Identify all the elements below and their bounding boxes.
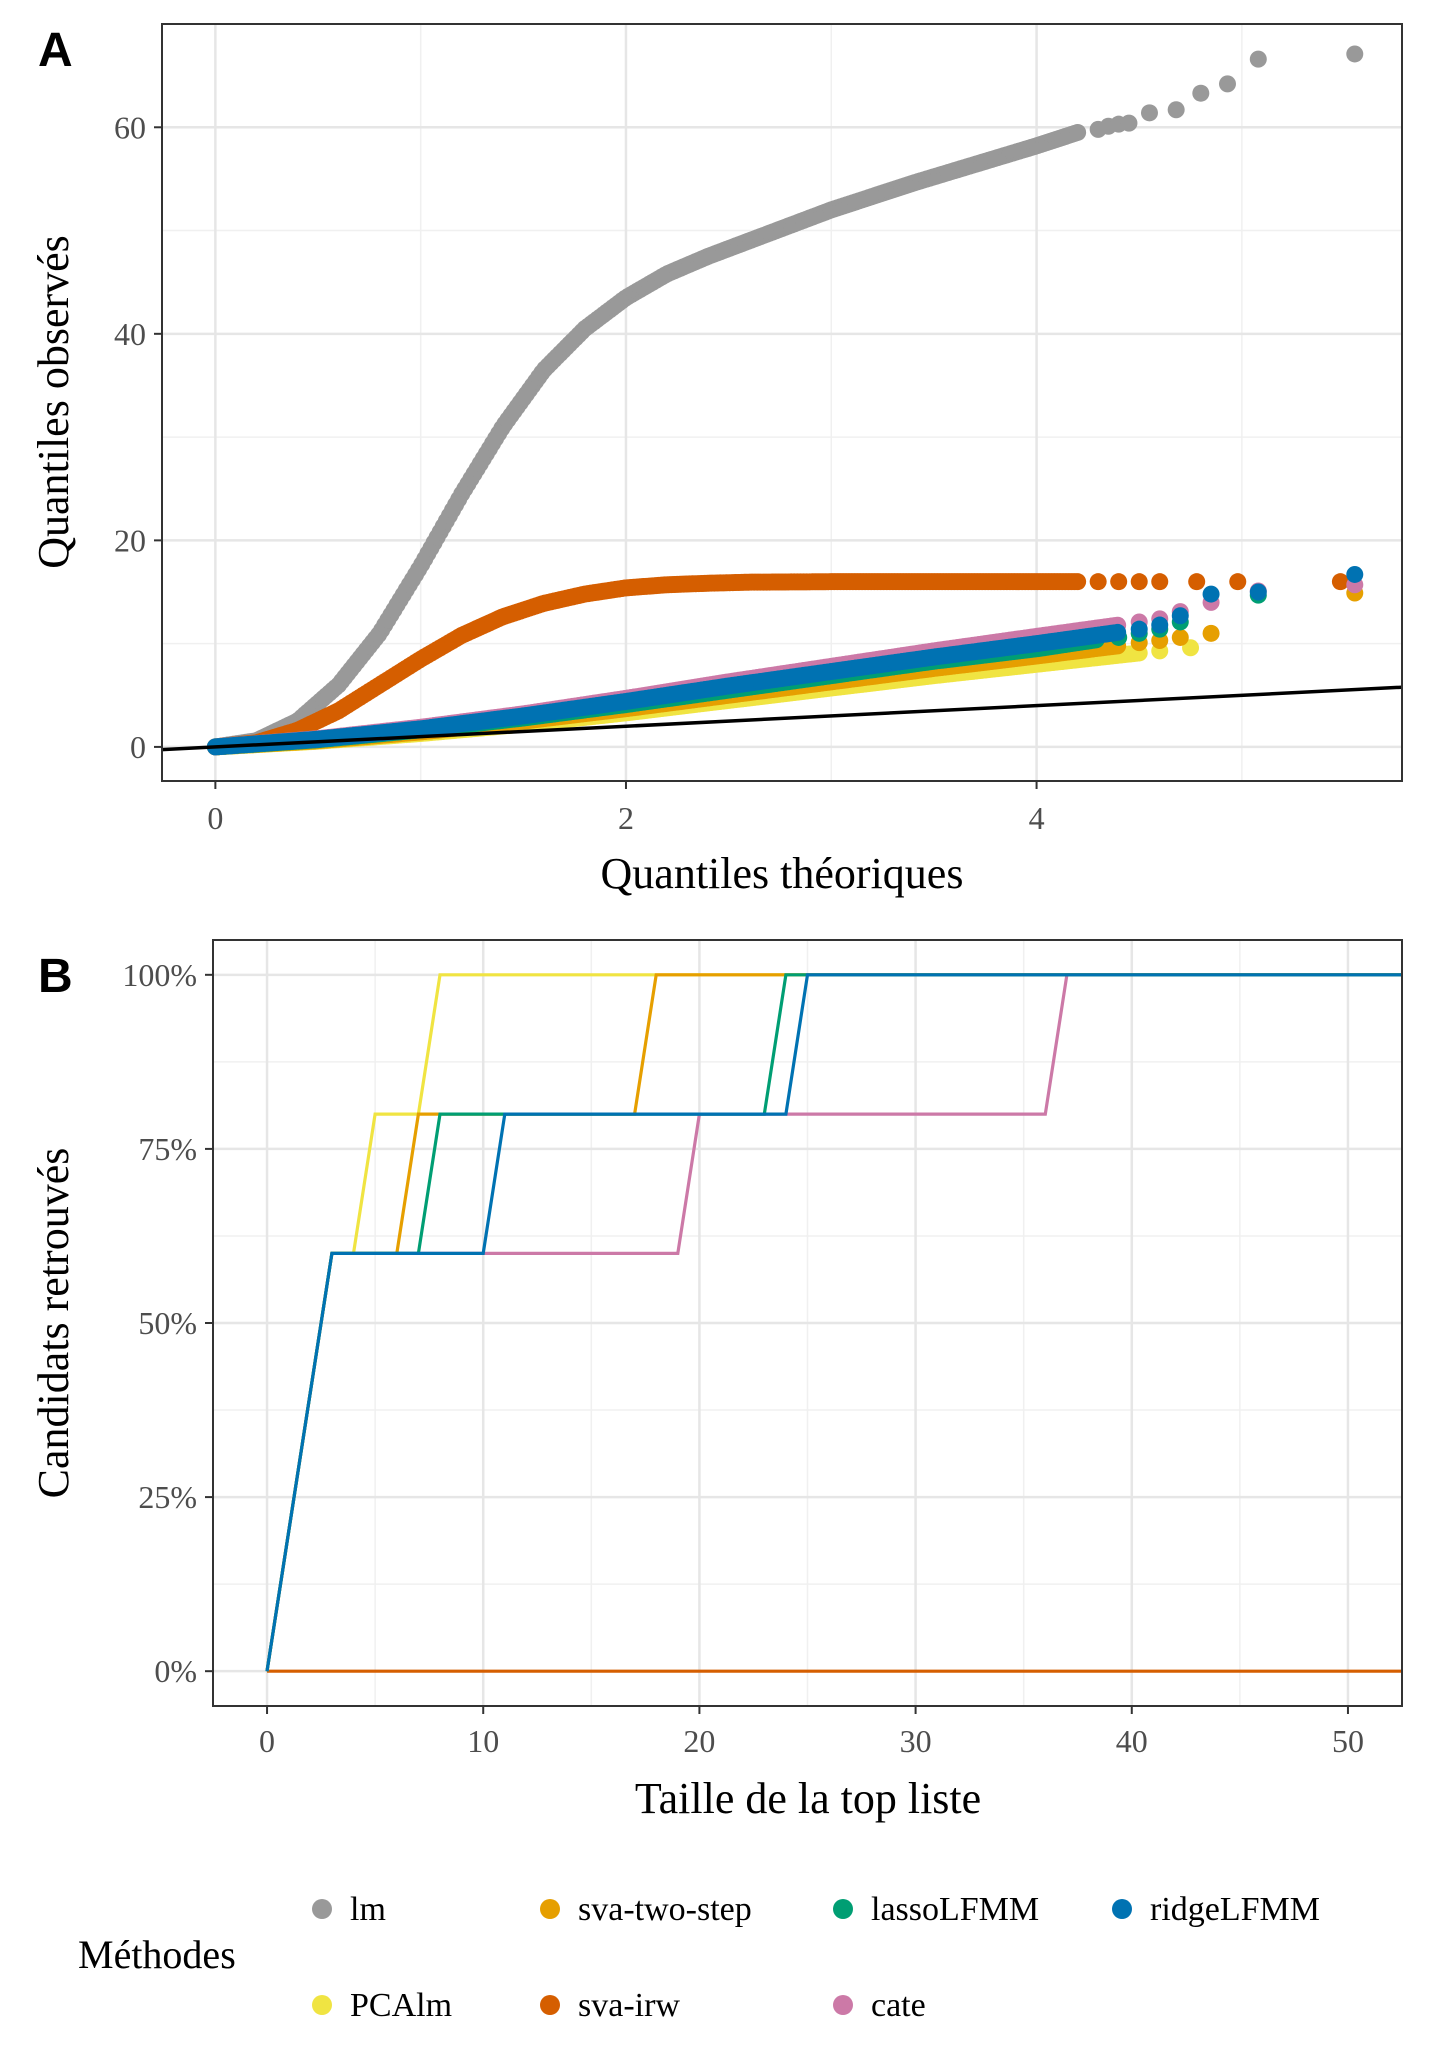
panel-a-y-tick-label: 20	[114, 522, 146, 558]
panel-b-grid	[213, 940, 1402, 1706]
legend-key-sva-two-step	[540, 1899, 560, 1919]
legend: Méthodes lm PCAlm sva-two-step sva-irw lasso…	[78, 1891, 1320, 2024]
data-point-ridgeLFMM	[1202, 585, 1220, 603]
panel-b-tag: B	[38, 950, 73, 1003]
legend-key-ridgeLFMM	[1112, 1899, 1132, 1919]
panel-a-border	[161, 23, 1403, 782]
data-point-sva-irw	[1069, 573, 1087, 591]
data-point-ridgeLFMM	[1171, 607, 1189, 625]
panel-a-y-tick-label: 60	[114, 109, 146, 145]
data-point-sva-irw	[1188, 573, 1206, 591]
panel-a-plot	[162, 45, 1402, 756]
data-point-sva-two-step	[1202, 624, 1220, 642]
data-point-ridgeLFMM	[1346, 565, 1364, 583]
legend-key-cate	[833, 1995, 853, 2015]
legend-items: lm PCAlm sva-two-step sva-irw lassoLFMM cate r…	[312, 1891, 1320, 2024]
legend-key-lm	[312, 1899, 332, 1919]
panel-b-x-tick-label: 0	[259, 1723, 275, 1759]
legend-label-PCAlm: PCAlm	[350, 1987, 452, 2024]
legend-label-lassoLFMM: lassoLFMM	[871, 1891, 1039, 1928]
data-point-lm	[1249, 50, 1267, 68]
legend-label-lm: lm	[350, 1891, 386, 1928]
data-point-ridgeLFMM	[1109, 623, 1127, 641]
data-point-lm	[1192, 84, 1210, 102]
panel-b-y-tick-label: 75%	[138, 1131, 197, 1167]
reference-line	[162, 685, 1402, 752]
panel-b-plot	[265, 973, 1402, 1673]
panel-b-x-tick-label: 40	[1116, 1723, 1148, 1759]
panel-b-x-tick-label: 30	[900, 1723, 932, 1759]
panel-b-y-tick-label: 50%	[138, 1305, 197, 1341]
data-point-lm	[1140, 104, 1158, 122]
legend-label-sva-two-step: sva-two-step	[578, 1891, 752, 1928]
data-point-lm	[1346, 45, 1364, 63]
series-sva-irw	[206, 573, 1349, 756]
panel-b: B 0 10 20 30 40 50 0% 25% 50% 75% 100% Taille de l…	[29, 939, 1403, 1823]
legend-title: Méthodes	[78, 1932, 236, 1977]
panel-b-y-tick-label: 25%	[138, 1479, 197, 1515]
panel-b-y-tick-label: 100%	[122, 957, 197, 993]
data-point-lm	[1167, 101, 1185, 119]
panel-a-x-tick-label: 2	[618, 800, 634, 836]
legend-label-cate: cate	[871, 1987, 926, 2024]
panel-a-x-tick-label: 4	[1029, 800, 1045, 836]
panel-b-x-axis-title: Taille de la top liste	[635, 1774, 981, 1823]
panel-b-x-tick-label: 10	[467, 1723, 499, 1759]
line-ridgeLFMM	[265, 973, 1402, 1672]
data-point-lm	[1069, 123, 1087, 141]
legend-key-sva-irw	[540, 1995, 560, 2015]
panel-a-y-tick-label: 40	[114, 316, 146, 352]
data-point-sva-irw	[1110, 573, 1128, 591]
panel-a-tag: A	[38, 24, 73, 77]
data-point-sva-two-step	[1171, 628, 1189, 646]
data-point-ridgeLFMM	[1130, 620, 1148, 638]
panel-b-ticks: 0 10 20 30 40 50 0% 25% 50% 75% 100%	[122, 957, 1364, 1759]
data-point-sva-irw	[1089, 573, 1107, 591]
panel-a-x-axis-title: Quantiles théoriques	[601, 849, 964, 898]
panel-b-y-axis-title: Candidats retrouvés	[29, 1148, 78, 1499]
panel-b-x-tick-label: 50	[1332, 1723, 1364, 1759]
data-point-lm	[1218, 75, 1236, 93]
panel-b-x-tick-label: 20	[683, 1723, 715, 1759]
panel-b-y-tick-label: 0%	[154, 1653, 197, 1689]
data-point-sva-irw	[1331, 573, 1349, 591]
data-point-ridgeLFMM	[1151, 616, 1169, 634]
legend-key-lassoLFMM	[833, 1899, 853, 1919]
data-point-ridgeLFMM	[1249, 583, 1267, 601]
panel-a-x-tick-label: 0	[207, 800, 223, 836]
data-point-sva-irw	[1151, 573, 1169, 591]
data-point-PCAlm	[1182, 639, 1200, 657]
data-point-sva-irw	[1229, 573, 1247, 591]
panel-a-y-tick-label: 0	[130, 729, 146, 765]
legend-key-PCAlm	[312, 1995, 332, 2015]
legend-label-ridgeLFMM: ridgeLFMM	[1150, 1891, 1320, 1928]
panel-a-y-axis-title: Quantiles observés	[29, 235, 78, 569]
data-point-lm	[1120, 114, 1138, 132]
legend-label-sva-irw: sva-irw	[578, 1987, 680, 2024]
data-point-sva-irw	[1130, 573, 1148, 591]
